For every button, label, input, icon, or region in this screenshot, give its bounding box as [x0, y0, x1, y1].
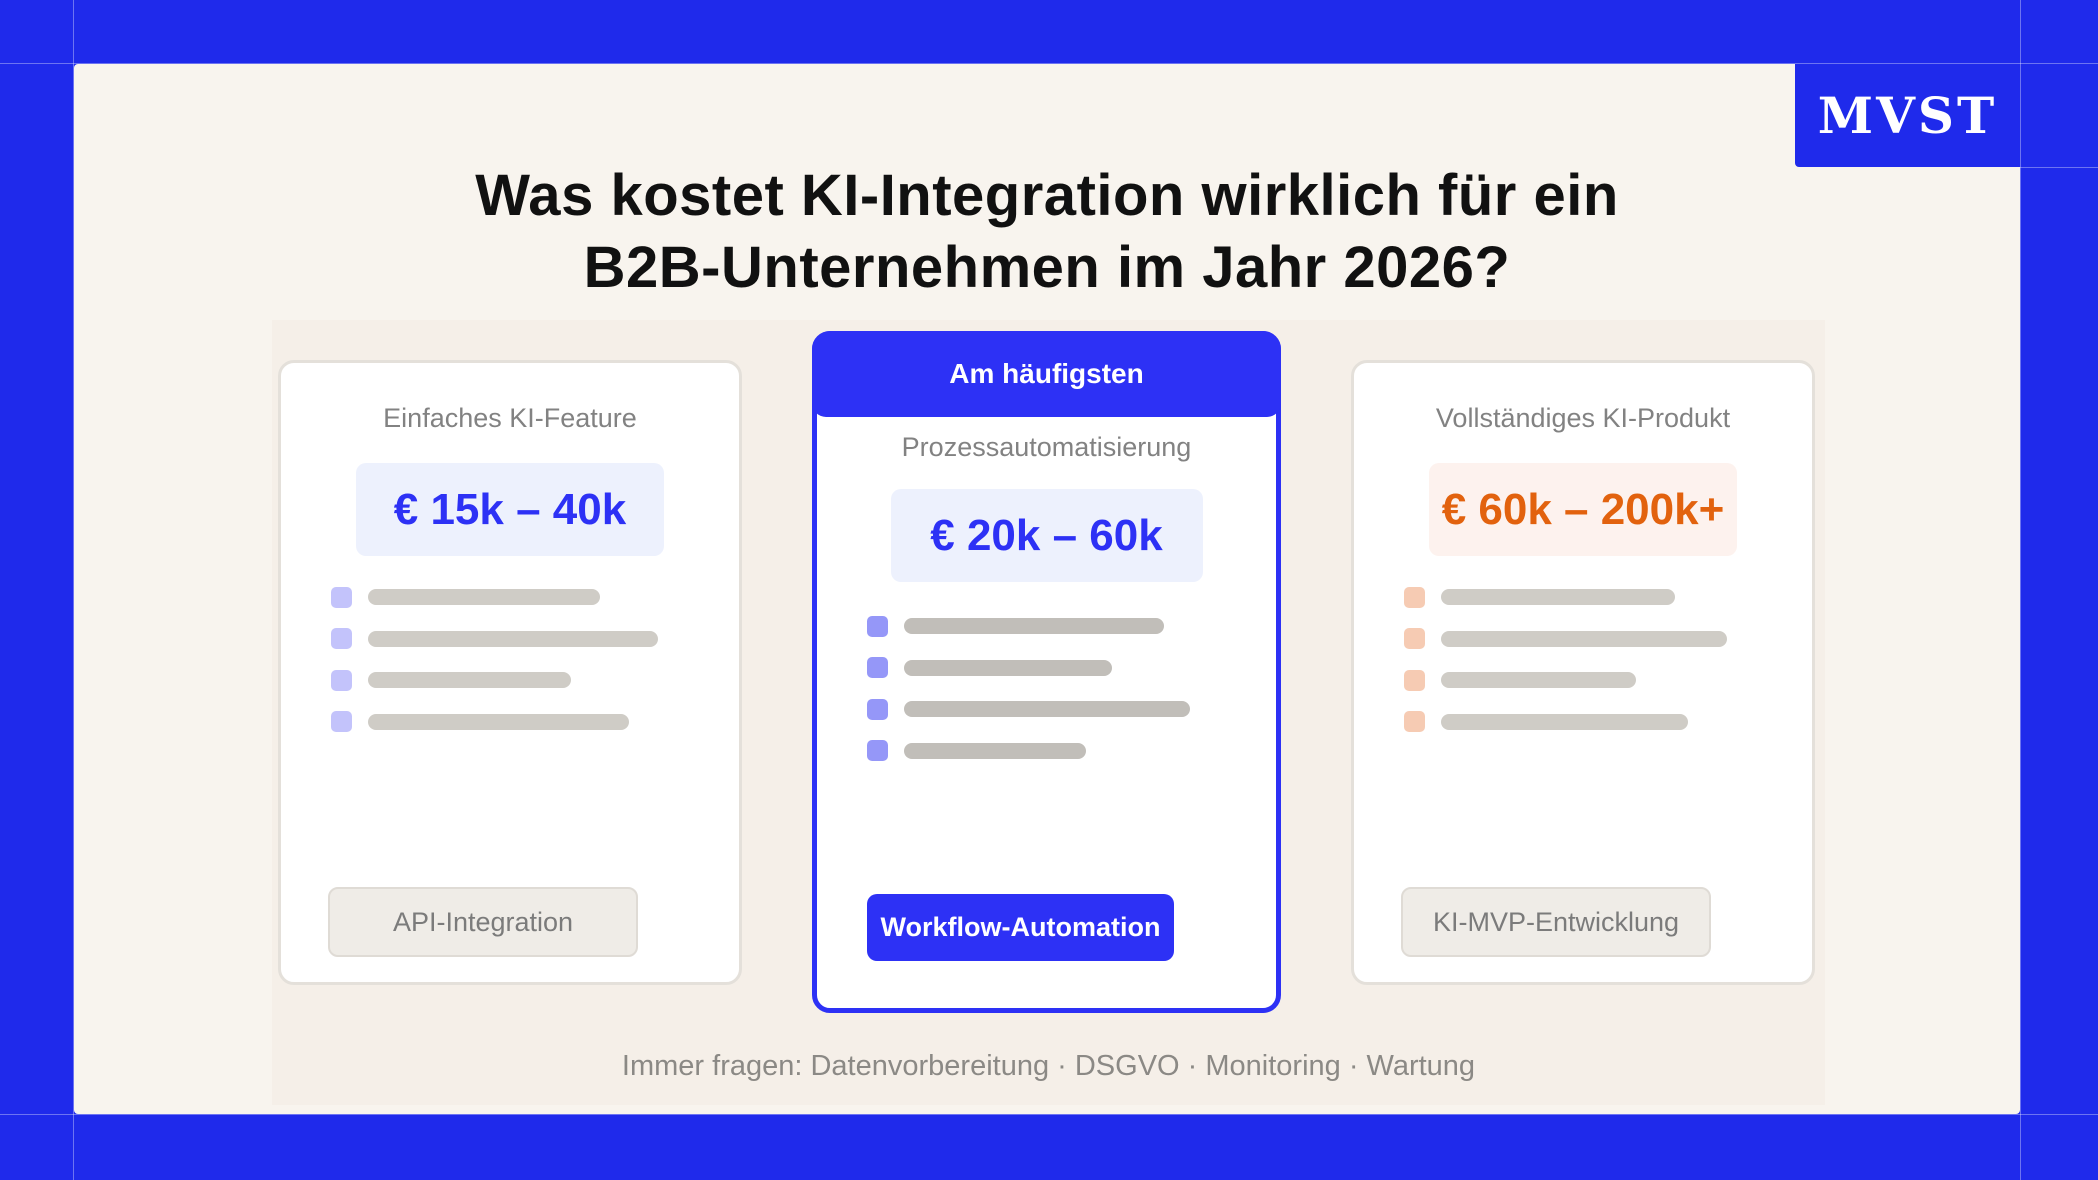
- price-range: € 20k – 60k: [890, 489, 1203, 582]
- card-title: Prozessautomatisierung: [901, 432, 1192, 462]
- footnote: Immer fragen: Datenvorbereitung · DSGVO …: [621, 1050, 1476, 1082]
- placeholder-bar: [904, 659, 1112, 676]
- feature-item: [331, 586, 658, 608]
- title-line-2: B2B-Unternehmen im Jahr 2026?: [583, 235, 1511, 300]
- bullet-icon: [867, 657, 888, 678]
- feature-list: [867, 615, 1190, 782]
- grid-line: [2020, 0, 2021, 1180]
- pricing-card-simple: Einfaches KI-Feature € 15k – 40k API-Int…: [278, 360, 742, 985]
- feature-list: [331, 586, 658, 753]
- bullet-icon: [867, 698, 888, 720]
- most-popular-badge: Am häufigsten: [812, 331, 1281, 417]
- card-title: Vollständiges KI-Produkt: [1435, 403, 1731, 433]
- grid-line: [0, 1114, 2098, 1115]
- bullet-icon: [1404, 628, 1425, 649]
- placeholder-bar: [904, 742, 1086, 759]
- placeholder-bar: [1441, 589, 1675, 605]
- feature-item: [867, 698, 1190, 720]
- feature-item: [867, 657, 1190, 678]
- price-range: € 60k – 200k+: [1429, 463, 1737, 556]
- price-range: € 15k – 40k: [356, 463, 664, 556]
- grid-line: [2020, 167, 2098, 168]
- feature-item: [1404, 586, 1727, 608]
- placeholder-bar: [1441, 672, 1636, 688]
- bullet-icon: [867, 615, 888, 637]
- grid-line: [0, 63, 2098, 64]
- feature-item: [331, 628, 658, 649]
- bullet-icon: [867, 740, 888, 761]
- bullet-icon: [1404, 711, 1425, 732]
- api-integration-button[interactable]: API-Integration: [328, 887, 638, 957]
- placeholder-bar: [1441, 630, 1727, 647]
- grid-line: [73, 0, 74, 1180]
- brand-logo: MVST: [1795, 64, 2020, 167]
- logo-text: MVST: [1817, 86, 1998, 145]
- bullet-icon: [1404, 586, 1425, 608]
- placeholder-bar: [368, 672, 571, 688]
- bullet-icon: [1404, 669, 1425, 691]
- ki-mvp-development-button[interactable]: KI-MVP-Entwicklung: [1401, 887, 1711, 957]
- feature-item: [331, 711, 658, 732]
- placeholder-bar: [1441, 713, 1688, 730]
- feature-item: [331, 669, 658, 691]
- placeholder-bar: [368, 589, 600, 605]
- feature-item: [1404, 669, 1727, 691]
- bullet-icon: [331, 586, 352, 608]
- feature-list: [1404, 586, 1727, 753]
- pricing-card-process: Am häufigsten Prozessautomatisierung € 2…: [812, 331, 1281, 1013]
- feature-item: [867, 615, 1190, 637]
- feature-item: [867, 740, 1190, 761]
- placeholder-bar: [368, 630, 658, 647]
- workflow-automation-button[interactable]: Workflow-Automation: [867, 894, 1174, 961]
- pricing-card-full-product: Vollständiges KI-Produkt € 60k – 200k+ K…: [1351, 360, 1815, 985]
- bullet-icon: [331, 628, 352, 649]
- title-line-1: Was kostet KI-Integration wirklich für e…: [475, 163, 1619, 228]
- feature-item: [1404, 628, 1727, 649]
- bullet-icon: [331, 711, 352, 732]
- placeholder-bar: [904, 618, 1164, 634]
- placeholder-bar: [368, 713, 629, 730]
- page-title: Was kostet KI-Integration wirklich für e…: [74, 160, 2020, 304]
- feature-item: [1404, 711, 1727, 732]
- placeholder-bar: [904, 701, 1190, 717]
- card-title: Einfaches KI-Feature: [383, 403, 637, 433]
- bullet-icon: [331, 669, 352, 691]
